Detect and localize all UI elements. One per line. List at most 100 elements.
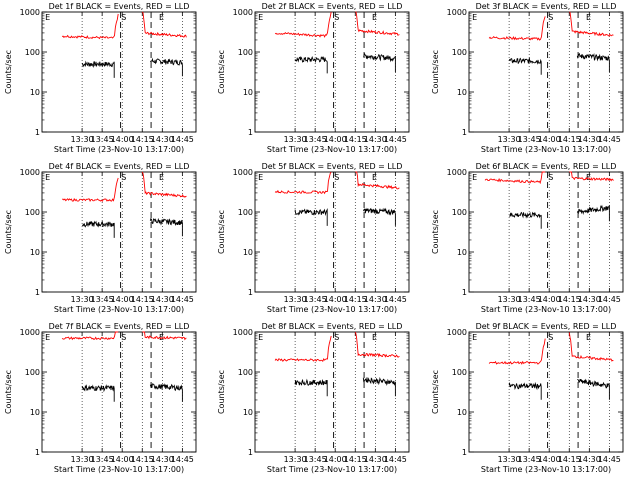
y-tick-label: 100 (451, 208, 466, 217)
end-marker-label: E (372, 13, 377, 22)
x-tick-label: 13:45 (517, 135, 540, 144)
x-axis-label: Start Time (23-Nov-10 13:17:00) (267, 465, 397, 474)
panel-title: Det 1f BLACK = Events, RED = LLD (49, 2, 190, 11)
end-marker-label: E (586, 333, 591, 342)
detector-panel-4: Det 4f BLACK = Events, RED = LLD Counts/s… (4, 162, 197, 314)
lld-series-line (142, 11, 187, 38)
x-tick-label: 14:30 (364, 455, 387, 464)
x-tick-label: 14:45 (384, 135, 407, 144)
y-tick-label: 1 (462, 128, 467, 137)
saa-marker-label: S (335, 13, 340, 22)
events-series-line (149, 57, 183, 77)
x-tick-label: 13:45 (304, 135, 327, 144)
events-series-line (363, 376, 397, 397)
lld-series-line (275, 335, 332, 362)
x-tick-label: 14:15 (131, 455, 154, 464)
x-tick-label: 14:00 (324, 295, 347, 304)
events-series-line (363, 52, 397, 73)
start-marker-label: E (258, 13, 263, 22)
detector-panel-7: Det 7f BLACK = Events, RED = LLD Counts/s… (4, 322, 197, 474)
y-axis-label: Counts/sec (217, 50, 226, 94)
x-tick-label: 14:00 (111, 455, 134, 464)
panel-title: Det 3f BLACK = Events, RED = LLD (475, 2, 616, 11)
end-marker-label: E (372, 173, 377, 182)
x-tick-label: 14:00 (324, 135, 347, 144)
saa-marker-label: S (121, 333, 126, 342)
events-series-line (294, 207, 328, 226)
x-tick-label: 13:45 (517, 295, 540, 304)
y-tick-label: 10 (30, 88, 40, 97)
x-tick-label: 14:15 (557, 135, 580, 144)
panel-title: Det 5f BLACK = Events, RED = LLD (262, 162, 403, 171)
detector-panel-5: Det 5f BLACK = Events, RED = LLD Counts/s… (217, 162, 410, 314)
events-series-line (508, 57, 542, 75)
y-tick-label: 1 (35, 128, 40, 137)
x-tick-label: 14:00 (537, 295, 560, 304)
x-axis-label: Start Time (23-Nov-10 13:17:00) (54, 465, 184, 474)
events-series-line (81, 384, 115, 402)
x-tick-label: 13:30 (284, 135, 307, 144)
y-axis-label: Counts/sec (217, 370, 226, 414)
events-series-line (294, 378, 328, 397)
detector-panel-3: Det 3f BLACK = Events, RED = LLD Counts/s… (431, 2, 624, 154)
events-series-line (508, 211, 542, 229)
x-tick-label: 14:45 (171, 455, 194, 464)
y-tick-label: 1 (462, 288, 467, 297)
x-tick-label: 14:30 (577, 135, 600, 144)
x-tick-label: 14:30 (577, 455, 600, 464)
lld-series-line (61, 177, 119, 202)
lld-series-line (488, 338, 546, 365)
saa-marker-label: S (548, 173, 553, 182)
plot-frame (41, 331, 197, 453)
lld-series-line (355, 331, 401, 358)
x-tick-label: 14:00 (537, 455, 560, 464)
x-tick-label: 14:00 (324, 455, 347, 464)
y-tick-label: 100 (25, 48, 40, 57)
y-tick-label: 1000 (20, 328, 40, 337)
x-tick-label: 14:45 (384, 295, 407, 304)
x-tick-label: 14:15 (131, 295, 154, 304)
x-tick-label: 14:30 (577, 295, 600, 304)
start-marker-label: E (45, 333, 50, 342)
y-tick-label: 1 (35, 448, 40, 457)
panel-title: Det 4f BLACK = Events, RED = LLD (49, 162, 190, 171)
x-tick-label: 14:00 (111, 135, 134, 144)
x-tick-label: 14:30 (151, 135, 174, 144)
y-tick-label: 1000 (233, 328, 253, 337)
x-tick-label: 13:30 (497, 455, 520, 464)
detector-panel-1: Det 1f BLACK = Events, RED = LLD Counts/s… (4, 2, 197, 154)
events-series-line (149, 383, 183, 402)
saa-marker-label: S (548, 13, 553, 22)
x-tick-label: 14:45 (598, 455, 621, 464)
events-series-line (576, 52, 610, 73)
x-tick-label: 13:45 (517, 455, 540, 464)
y-tick-label: 100 (238, 368, 253, 377)
events-series-line (81, 60, 115, 78)
y-tick-label: 10 (456, 408, 466, 417)
y-tick-label: 1 (462, 448, 467, 457)
y-tick-label: 1000 (446, 328, 466, 337)
x-tick-label: 14:00 (111, 295, 134, 304)
x-tick-label: 14:15 (344, 295, 367, 304)
x-tick-label: 14:45 (171, 295, 194, 304)
x-tick-label: 13:30 (71, 295, 94, 304)
events-series-line (576, 378, 610, 400)
plot-frame (41, 11, 197, 133)
y-tick-label: 1000 (446, 8, 466, 17)
panel-title: Det 9f BLACK = Events, RED = LLD (475, 322, 616, 331)
x-tick-label: 13:45 (304, 295, 327, 304)
x-tick-label: 13:45 (91, 295, 114, 304)
x-tick-label: 13:30 (71, 135, 94, 144)
y-tick-label: 1000 (233, 168, 253, 177)
detector-panel-8: Det 8f BLACK = Events, RED = LLD Counts/s… (217, 322, 410, 474)
y-tick-label: 100 (25, 368, 40, 377)
detector-panel-6: Det 6f BLACK = Events, RED = LLD Counts/s… (431, 162, 624, 314)
x-tick-label: 14:15 (557, 295, 580, 304)
x-tick-label: 14:45 (384, 455, 407, 464)
lld-series-line (355, 11, 400, 36)
y-tick-label: 1000 (20, 8, 40, 17)
events-series-line (576, 204, 610, 222)
x-axis-label: Start Time (23-Nov-10 13:17:00) (54, 305, 184, 314)
x-axis-label: Start Time (23-Nov-10 13:17:00) (267, 305, 397, 314)
x-tick-label: 13:30 (71, 455, 94, 464)
